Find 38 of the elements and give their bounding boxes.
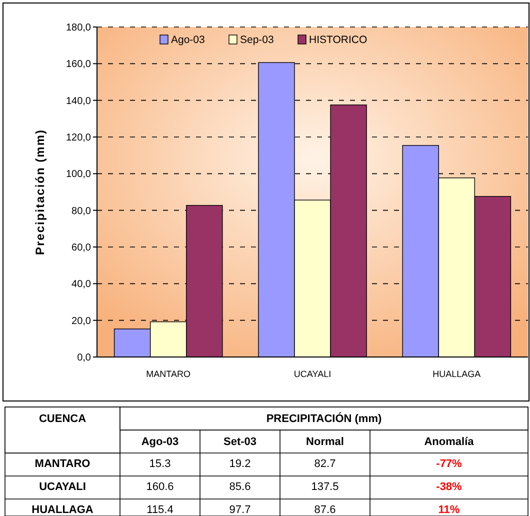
x-tick-label: UCAYALI xyxy=(294,369,332,379)
text: 82.7 xyxy=(314,458,336,470)
y-tick-label: 60,0 xyxy=(72,242,92,254)
x-tick-label: HUALLAGA xyxy=(432,369,481,379)
text: -38% xyxy=(436,481,462,493)
y-tick-label: 100,0 xyxy=(66,169,92,180)
text: 85.6 xyxy=(229,481,251,493)
y-tick-label: 40,0 xyxy=(72,279,92,290)
text: -77% xyxy=(436,458,462,470)
text: 19.2 xyxy=(229,458,251,470)
text: 137.5 xyxy=(311,481,339,493)
y-tick-label: 80,0 xyxy=(72,206,92,217)
y-tick-label: 180,0 xyxy=(66,22,92,34)
text: 97.7 xyxy=(229,504,251,516)
y-tick-label: 140,0 xyxy=(66,96,92,107)
y-tick-label: 160,0 xyxy=(66,59,92,70)
category-label: HUALLAGA xyxy=(32,504,94,516)
x-tick-label: MANTARO xyxy=(146,369,191,379)
text: Ago-03 xyxy=(141,436,179,448)
category-label: MANTARO xyxy=(34,458,90,470)
y-axis-title: Precipitación (mm) xyxy=(33,128,47,256)
y-tick-label: 120,0 xyxy=(66,132,92,144)
text: 11% xyxy=(438,504,460,516)
text: 160.6 xyxy=(146,481,174,493)
text: 15.3 xyxy=(149,458,171,470)
text: Anomalía xyxy=(424,436,475,448)
legend-label: Sep-03 xyxy=(240,34,274,46)
text: 87.6 xyxy=(314,504,336,516)
text: Set-03 xyxy=(223,436,257,448)
y-tick-label: 20,0 xyxy=(72,316,92,327)
legend-label: Ago-03 xyxy=(171,34,206,46)
y-tick-label: 0,0 xyxy=(77,352,92,364)
text: 115.4 xyxy=(146,504,174,516)
text: PRECIPITACIÓN (mm) xyxy=(266,412,382,425)
text: Normal xyxy=(306,436,344,448)
category-label: UCAYALI xyxy=(39,481,86,493)
legend-label: HISTORICO xyxy=(309,34,368,46)
text: CUENCA xyxy=(38,413,86,425)
